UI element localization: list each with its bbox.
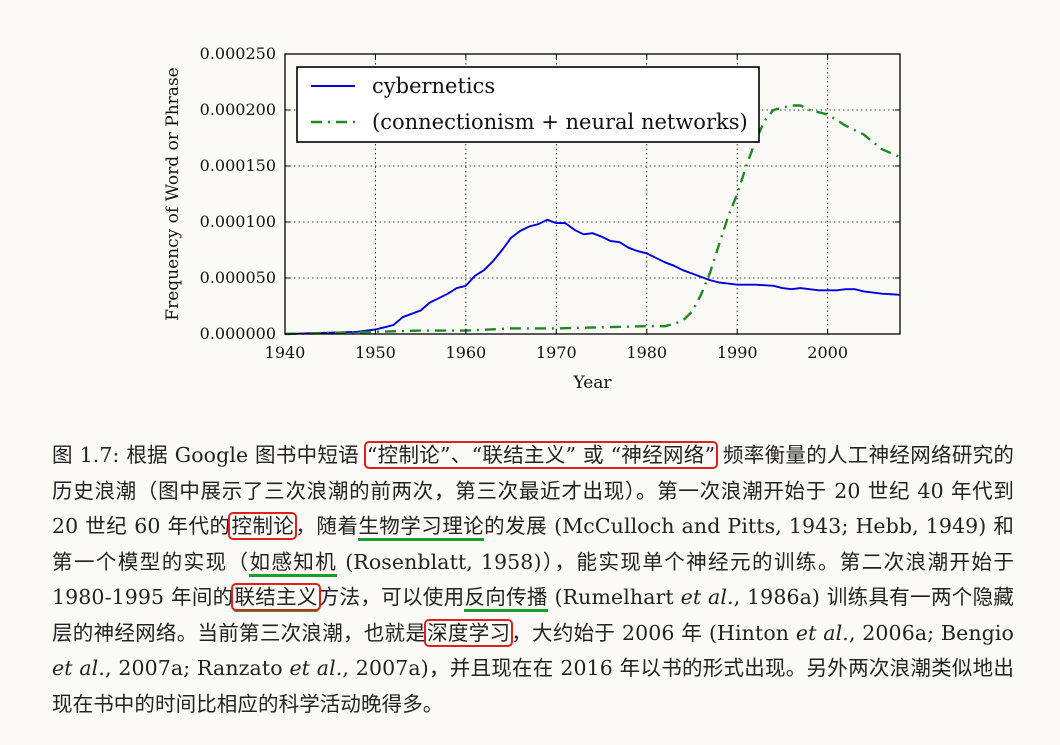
series-line-cybernetics (284, 218, 901, 335)
caption-text: ，随着 (295, 514, 359, 538)
highlight-box-cybernetics: 控制论 (228, 512, 298, 540)
frequency-chart: 1940 1950 1960 1970 1980 1990 2000 0.000000 0.00… (163, 44, 901, 393)
y-axis-title: Frequency of Word or Phrase (163, 67, 183, 320)
caption-italic: et al. (795, 620, 849, 645)
x-tick-label: 2000 (807, 343, 848, 362)
caption-text: 频率衡量的人工神经网络研究的历史浪潮（图中展示了三次浪潮的前两次，第三次最近才出… (52, 443, 1015, 538)
caption-text: (Rosenblatt, 1958)），能实现单个神经元的训练。第二次浪潮开始于… (52, 549, 1014, 610)
axis-ticks: 1940 1950 1960 1970 1980 1990 2000 0.000000 0.00… (200, 44, 900, 362)
caption-italic: et al. (289, 656, 343, 680)
series-layer (284, 104, 901, 336)
y-tick-label: 0.000250 (200, 44, 276, 63)
caption-text: 方法，可以使用 (318, 585, 465, 609)
caption-text: , 2007a; Ranzato (104, 656, 290, 680)
y-tick-label: 0.000000 (200, 324, 276, 343)
caption-text: , 2006a; Bengio (848, 620, 1014, 645)
y-tick-label: 0.000050 (200, 268, 276, 287)
x-tick-label: 1940 (265, 343, 306, 362)
caption-italic: et al. (52, 656, 105, 680)
x-axis-title: Year (572, 373, 612, 393)
caption-italic: et al. (680, 585, 734, 609)
legend-label-connectionism: (connectionism + neural networks) (372, 110, 748, 134)
plot-frame (284, 53, 901, 335)
x-tick-label: 1990 (717, 343, 758, 362)
y-tick-label: 0.000100 (200, 212, 276, 231)
underline-backprop: 反向传播 (464, 585, 548, 612)
highlight-box-terms: “控制论”、“联结主义” 或 “神经网络” (363, 441, 719, 469)
legend-label-cybernetics: cybernetics (372, 74, 495, 98)
highlight-box-deep-learning: 深度学习 (424, 618, 514, 647)
x-tick-label: 1980 (626, 343, 667, 362)
x-tick-label: 1950 (355, 343, 396, 362)
caption-text: , 1986a) 训练具有一两个隐藏层的神经网络。当前第三次浪潮，也就是 (52, 585, 1014, 645)
y-tick-label: 0.000150 (200, 156, 276, 175)
underline-perceptron: 如感知机 (249, 549, 338, 577)
x-tick-label: 1960 (446, 343, 487, 362)
underline-bio-learning-theory: 生物学习理论 (358, 514, 485, 541)
caption-text: , 2007a)，并且现在在 2016 年以书的形式出现。另外两次浪潮类似地出现… (52, 656, 1015, 716)
caption-text: (Rumelhart (547, 585, 681, 609)
x-tick-label: 1970 (536, 343, 577, 362)
caption-text: 的发展 (McCulloch and Pitts, 1943; Hebb, 19… (52, 514, 1014, 574)
highlight-box-connectionism: 联结主义 (231, 583, 321, 611)
legend-box (296, 66, 760, 143)
legend: cybernetics (connectionism + neural netw… (296, 66, 760, 143)
caption-text: 图 1.7: 根据 Google 图书中短语 (52, 443, 366, 467)
caption-text: ，大约始于 2006 年 (Hinton (511, 620, 796, 645)
figure-caption: 图 1.7: 根据 Google 图书中短语 “控制论”、“联结主义” 或 “神… (52, 438, 1014, 722)
y-tick-label: 0.000200 (200, 100, 276, 119)
